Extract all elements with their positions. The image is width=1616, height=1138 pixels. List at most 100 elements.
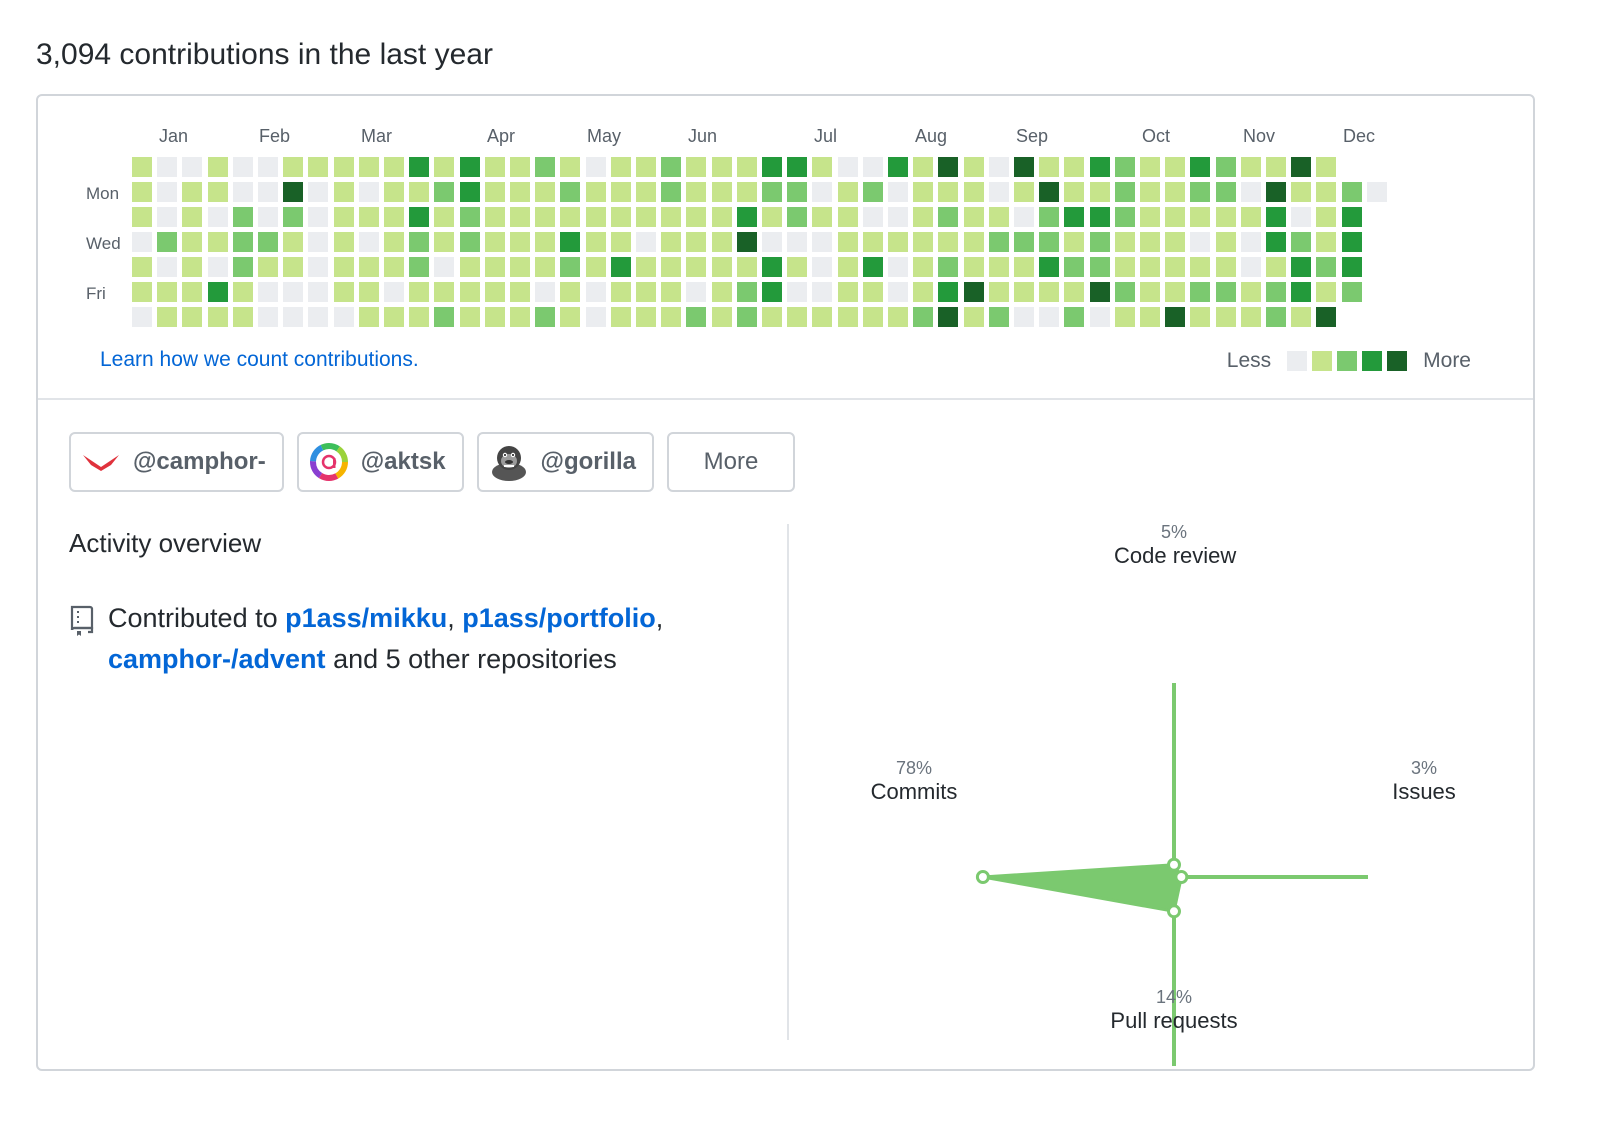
contribution-day[interactable]	[358, 182, 379, 202]
contribution-day[interactable]	[510, 157, 530, 177]
contribution-day[interactable]	[888, 282, 908, 302]
contribution-day[interactable]	[1291, 207, 1312, 227]
contribution-day[interactable]	[812, 282, 833, 302]
contribution-day[interactable]	[1316, 232, 1337, 252]
contribution-day[interactable]	[1114, 232, 1135, 252]
contribution-day[interactable]	[636, 182, 656, 202]
contribution-day[interactable]	[459, 232, 480, 252]
contribution-day[interactable]	[610, 182, 631, 202]
contribution-day[interactable]	[510, 307, 530, 327]
contribution-day[interactable]	[207, 307, 228, 327]
contribution-day[interactable]	[1165, 257, 1186, 277]
contribution-day[interactable]	[1266, 207, 1286, 227]
contribution-day[interactable]	[1039, 307, 1060, 327]
contribution-day[interactable]	[686, 207, 707, 227]
contribution-day[interactable]	[157, 282, 178, 302]
contribution-day[interactable]	[358, 307, 379, 327]
contribution-day[interactable]	[1215, 257, 1236, 277]
contribution-day[interactable]	[207, 282, 228, 302]
contribution-day[interactable]	[1089, 257, 1110, 277]
contribution-day[interactable]	[1240, 257, 1261, 277]
contribution-day[interactable]	[1215, 232, 1236, 252]
contribution-day[interactable]	[434, 157, 455, 177]
contribution-day[interactable]	[787, 232, 808, 252]
contribution-day[interactable]	[1291, 182, 1312, 202]
contribution-day[interactable]	[837, 157, 858, 177]
contribution-day[interactable]	[560, 232, 581, 252]
contribution-day[interactable]	[1316, 282, 1337, 302]
contribution-day[interactable]	[484, 282, 505, 302]
contribution-day[interactable]	[913, 282, 934, 302]
contribution-day[interactable]	[409, 257, 430, 277]
contribution-day[interactable]	[661, 232, 682, 252]
contribution-day[interactable]	[560, 307, 581, 327]
contribution-day[interactable]	[258, 282, 278, 302]
contribution-day[interactable]	[157, 232, 178, 252]
contribution-day[interactable]	[308, 157, 329, 177]
contribution-day[interactable]	[1215, 157, 1236, 177]
contribution-day[interactable]	[988, 307, 1009, 327]
contribution-day[interactable]	[484, 182, 505, 202]
contribution-day[interactable]	[1215, 207, 1236, 227]
contribution-day[interactable]	[384, 282, 404, 302]
contribution-day[interactable]	[1064, 207, 1085, 227]
contribution-day[interactable]	[1039, 157, 1060, 177]
contribution-day[interactable]	[132, 157, 152, 177]
contribution-day[interactable]	[913, 257, 934, 277]
contribution-day[interactable]	[1316, 257, 1337, 277]
contribution-day[interactable]	[888, 257, 908, 277]
contribution-day[interactable]	[686, 257, 707, 277]
contribution-day[interactable]	[585, 182, 606, 202]
contribution-day[interactable]	[1165, 182, 1186, 202]
contribution-day[interactable]	[484, 157, 505, 177]
contribution-day[interactable]	[1316, 207, 1337, 227]
contribution-day[interactable]	[736, 307, 757, 327]
contribution-day[interactable]	[207, 207, 228, 227]
contribution-day[interactable]	[837, 307, 858, 327]
contribution-day[interactable]	[232, 257, 253, 277]
contribution-day[interactable]	[1341, 282, 1362, 302]
contribution-day[interactable]	[988, 232, 1009, 252]
contribution-day[interactable]	[938, 257, 959, 277]
contribution-day[interactable]	[1089, 307, 1110, 327]
contribution-day[interactable]	[409, 182, 430, 202]
contribution-day[interactable]	[182, 257, 203, 277]
contribution-day[interactable]	[1114, 207, 1135, 227]
contribution-day[interactable]	[358, 157, 379, 177]
contribution-day[interactable]	[182, 232, 203, 252]
contribution-day[interactable]	[661, 257, 682, 277]
contribution-day[interactable]	[762, 282, 782, 302]
contribution-day[interactable]	[1140, 207, 1160, 227]
contribution-day[interactable]	[988, 207, 1009, 227]
contribution-day[interactable]	[610, 307, 631, 327]
contribution-day[interactable]	[232, 207, 253, 227]
contribution-day[interactable]	[661, 207, 682, 227]
contribution-day[interactable]	[711, 307, 732, 327]
contribution-day[interactable]	[636, 232, 656, 252]
contribution-day[interactable]	[1089, 232, 1110, 252]
contribution-day[interactable]	[1014, 207, 1034, 227]
contribution-day[interactable]	[711, 207, 732, 227]
contribution-day[interactable]	[1014, 182, 1034, 202]
contribution-day[interactable]	[333, 157, 354, 177]
contribution-day[interactable]	[535, 257, 556, 277]
contribution-day[interactable]	[434, 182, 455, 202]
contribution-day[interactable]	[132, 182, 152, 202]
contribution-day[interactable]	[862, 232, 883, 252]
contribution-day[interactable]	[510, 257, 530, 277]
contribution-day[interactable]	[1240, 157, 1261, 177]
contribution-day[interactable]	[1341, 232, 1362, 252]
contribution-day[interactable]	[888, 232, 908, 252]
contribution-day[interactable]	[1165, 232, 1186, 252]
contribution-day[interactable]	[459, 307, 480, 327]
contribution-day[interactable]	[1140, 307, 1160, 327]
contribution-day[interactable]	[837, 232, 858, 252]
contribution-day[interactable]	[787, 282, 808, 302]
contribution-day[interactable]	[837, 207, 858, 227]
contribution-day[interactable]	[283, 232, 304, 252]
contribution-day[interactable]	[510, 182, 530, 202]
contribution-day[interactable]	[1064, 282, 1085, 302]
contribution-day[interactable]	[384, 207, 404, 227]
contribution-day[interactable]	[1064, 307, 1085, 327]
contribution-day[interactable]	[837, 257, 858, 277]
